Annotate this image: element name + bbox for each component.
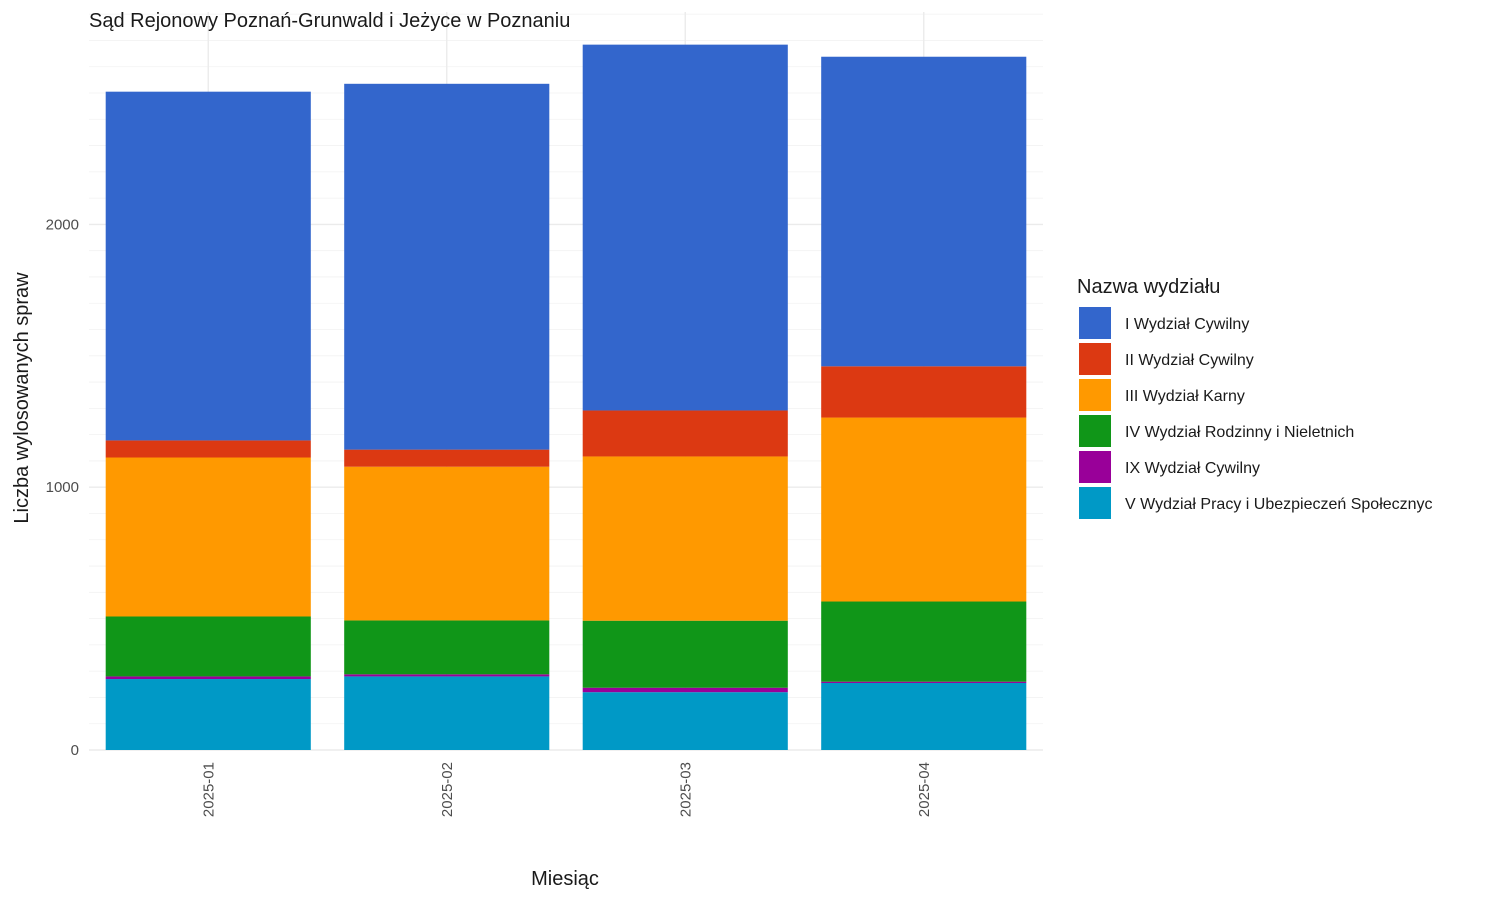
- legend-label: I Wydział Cywilny: [1125, 316, 1249, 333]
- legend-title: Nazwa wydziału: [1077, 276, 1220, 298]
- bar-segment-2025-04-series-4: [821, 366, 1027, 418]
- bar-segment-2025-02-series-0: [344, 676, 550, 750]
- legend-item: III Wydział Karny: [1079, 379, 1245, 411]
- bar-stack-2025-04: [821, 56, 1027, 750]
- legend-swatch: [1079, 415, 1111, 447]
- bar-segment-2025-02-series-1: [344, 674, 550, 677]
- legend-swatch: [1079, 487, 1111, 519]
- legend-label: V Wydział Pracy i Ubezpieczeń Społecznyc: [1125, 496, 1433, 513]
- bar-segment-2025-02-series-3: [344, 466, 550, 621]
- legend-label: III Wydział Karny: [1125, 388, 1245, 405]
- x-axis-title: Miesiąc: [531, 868, 599, 890]
- bar-segment-2025-01-series-2: [105, 616, 311, 677]
- bar-segment-2025-03-series-2: [582, 620, 788, 688]
- legend-label: II Wydział Cywilny: [1125, 352, 1254, 369]
- bar-stack-2025-03: [582, 44, 788, 750]
- bar-segment-2025-01-series-3: [105, 457, 311, 617]
- x-tick-label: 2025-02: [439, 762, 456, 817]
- legend-swatch: [1079, 379, 1111, 411]
- bar-segment-2025-04-series-5: [821, 56, 1027, 367]
- x-tick-label: 2025-04: [916, 762, 933, 817]
- bar-segment-2025-04-series-2: [821, 601, 1027, 682]
- bar-segment-2025-03-series-5: [582, 44, 788, 411]
- legend-swatch: [1079, 451, 1111, 483]
- bar-segment-2025-03-series-0: [582, 692, 788, 750]
- legend-item: II Wydział Cywilny: [1079, 343, 1254, 375]
- bar-segment-2025-02-series-4: [344, 449, 550, 467]
- bar-segment-2025-04-series-0: [821, 682, 1027, 750]
- legend-item: I Wydział Cywilny: [1079, 307, 1249, 339]
- bar-segment-2025-04-series-1: [821, 681, 1027, 683]
- x-tick-label: 2025-01: [200, 762, 217, 817]
- y-tick-label: 2000: [46, 216, 79, 233]
- bar-segment-2025-02-series-5: [344, 83, 550, 450]
- y-axis-title: Liczba wylosowanych spraw: [11, 272, 33, 524]
- x-tick-label: 2025-03: [677, 762, 694, 817]
- legend-item: IX Wydział Cywilny: [1079, 451, 1260, 483]
- bar-segment-2025-03-series-1: [582, 687, 788, 693]
- bar-segment-2025-01-series-5: [105, 91, 311, 441]
- legend-swatch: [1079, 307, 1111, 339]
- bar-segment-2025-01-series-0: [105, 679, 311, 750]
- y-axis-ticks: 0 1000 2000: [46, 216, 79, 759]
- bar-segment-2025-02-series-2: [344, 620, 550, 675]
- bar-segment-2025-03-series-4: [582, 410, 788, 457]
- bar-segment-2025-01-series-4: [105, 440, 311, 458]
- legend: Nazwa wydziału I Wydział Cywilny II Wydzi…: [1077, 276, 1433, 519]
- chart-title: Sąd Rejonowy Poznań-Grunwald i Jeżyce w …: [89, 10, 570, 32]
- bar-stack-2025-02: [344, 83, 550, 750]
- bar-segment-2025-04-series-3: [821, 417, 1027, 602]
- bar-stack-2025-01: [105, 91, 311, 750]
- legend-item: V Wydział Pracy i Ubezpieczeń Społecznyc: [1079, 487, 1433, 519]
- x-axis-ticks: 2025-01 2025-02 2025-03 2025-04: [200, 762, 933, 817]
- bar-segment-2025-03-series-3: [582, 456, 788, 621]
- bar-segment-2025-01-series-1: [105, 676, 311, 680]
- y-tick-label: 1000: [46, 479, 79, 496]
- bars: [105, 44, 1027, 750]
- y-tick-label: 0: [71, 742, 79, 759]
- legend-label: IV Wydział Rodzinny i Nieletnich: [1125, 424, 1354, 441]
- legend-label: IX Wydział Cywilny: [1125, 460, 1260, 477]
- legend-item: IV Wydział Rodzinny i Nieletnich: [1079, 415, 1354, 447]
- legend-swatch: [1079, 343, 1111, 375]
